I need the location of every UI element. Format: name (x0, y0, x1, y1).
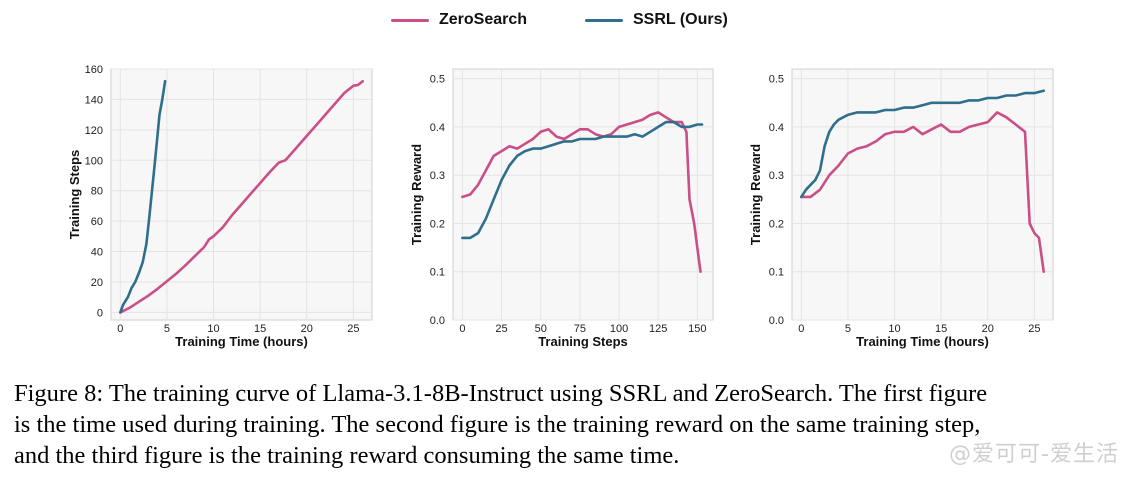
x-tick-label: 150 (688, 323, 706, 335)
x-tick-label: 15 (254, 323, 266, 335)
series-line-ssrl-ours (461, 120, 704, 240)
x-tick-label: 10 (207, 323, 219, 335)
x-tick-label: 0 (117, 323, 123, 335)
y-tick-label: 0.5 (769, 74, 784, 86)
legend-swatch-ssrl (585, 18, 623, 22)
y-tick-label: 0.5 (430, 74, 445, 86)
series-line-zerosearch (119, 79, 365, 314)
legend: ZeroSearch SSRL (Ours) (0, 4, 1129, 34)
plot-area (452, 68, 714, 321)
x-tick-label: 5 (164, 323, 170, 335)
y-tick-label: 0.1 (430, 267, 445, 279)
y-tick-label: 0.1 (769, 267, 784, 279)
watermark: @爱可可-爱生活 (949, 442, 1119, 467)
y-tick-label: 0.4 (769, 122, 784, 134)
x-tick-label: 50 (535, 323, 547, 335)
chart-1: 0 5 10 15 20 25 0 20 40 60 80 100 120 140 160 Training … (67, 64, 373, 349)
y-tick-label: 100 (85, 155, 103, 167)
x-tick-label: 100 (610, 323, 628, 335)
x-axis-label: Training Steps (538, 334, 628, 349)
x-tick-label: 20 (301, 323, 313, 335)
x-tick-label: 20 (982, 323, 994, 335)
caption-line-3: and the third figure is the training rew… (14, 442, 680, 469)
x-tick-label: 125 (649, 323, 667, 335)
x-axis-label: Training Time (hours) (175, 334, 308, 349)
series-line-ssrl-ours (799, 89, 1045, 199)
y-tick-label: 160 (85, 64, 103, 76)
x-tick-label: 0 (459, 323, 465, 335)
x-tick-label: 0 (798, 323, 804, 335)
charts-canvas: 0 5 10 15 20 25020406080100120140160Training … (67, 64, 1054, 349)
chart-2: 0 25 50 75 100 125 150 0.0 0.1 0.2 0.3 0.4 0.5 Traini… (409, 68, 714, 349)
legend-label-zerosearch: ZeroSearch (439, 11, 528, 28)
x-axis-label: Training Time (hours) (856, 334, 989, 349)
x-tick-label: 10 (888, 323, 900, 335)
y-tick-label: 0.3 (430, 170, 445, 182)
x-tick-label: 5 (845, 323, 851, 335)
x-tick-label: 25 (347, 323, 359, 335)
y-tick-label: 120 (85, 125, 103, 137)
y-tick-label: 0.2 (430, 218, 445, 230)
y-axis-label: Training Reward (409, 144, 424, 245)
caption-line-2: is the time used during training. The se… (14, 411, 981, 438)
y-tick-label: 60 (91, 216, 103, 228)
y-tick-label: 140 (85, 94, 103, 106)
x-tick-label: 25 (1028, 323, 1040, 335)
series-line-ssrl-ours (119, 79, 167, 314)
y-tick-label: 0.0 (430, 315, 445, 327)
series-line-zerosearch (461, 111, 702, 274)
legend-item-zerosearch: ZeroSearch (391, 10, 527, 30)
y-axis-label: Training Reward (748, 144, 763, 245)
y-tick-label: 40 (91, 247, 103, 259)
legend-item-ssrl: SSRL (Ours) (585, 10, 728, 30)
y-tick-label: 20 (91, 277, 103, 289)
x-tick-label: 75 (574, 323, 586, 335)
caption-line-1: Figure 8: The training curve of Llama-3.… (14, 380, 988, 407)
y-tick-label: 0.4 (430, 122, 445, 134)
legend-label-ssrl: SSRL (Ours) (633, 11, 728, 28)
y-tick-label: 80 (91, 186, 103, 198)
y-tick-label: 0.0 (769, 315, 784, 327)
plot-area (791, 68, 1054, 321)
series-line-zerosearch (799, 111, 1045, 274)
figure-caption: Figure 8: The training curve of Llama-3.… (14, 378, 1114, 471)
chart-3: 0 5 10 15 20 25 0.0 0.1 0.2 0.3 0.4 0.5 Training Tim… (748, 68, 1054, 349)
y-axis-label: Training Steps (67, 150, 82, 240)
x-tick-label: 25 (495, 323, 507, 335)
y-tick-label: 0.3 (769, 170, 784, 182)
legend-swatch-zerosearch (391, 18, 429, 22)
y-tick-label: 0.2 (769, 218, 784, 230)
y-tick-label: 0 (97, 307, 103, 319)
x-tick-label: 15 (935, 323, 947, 335)
